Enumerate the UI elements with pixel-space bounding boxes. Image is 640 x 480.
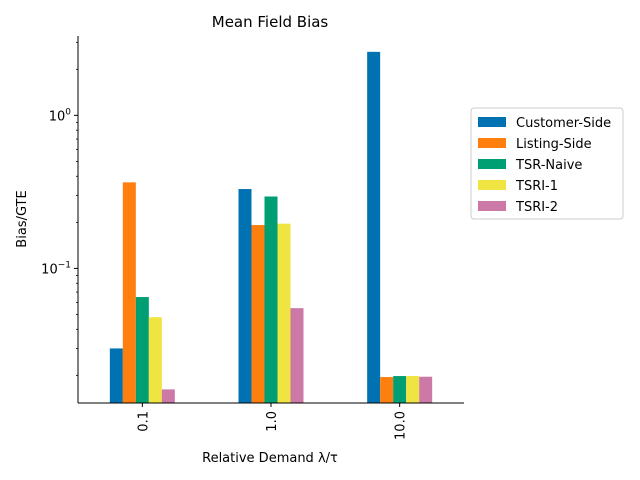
bar-tsri-1-10-0 [406,376,420,403]
bar-listing-side-1-0 [251,225,265,403]
chart-title: Mean Field Bias [212,13,329,31]
bar-customer-side-0-1 [109,348,123,403]
axes-group: 10−1 100 0.1 1.0 10.0 [41,36,464,440]
bar-tsri-1-0-1 [148,317,162,403]
bar-tsr-naive-10-0 [393,376,407,403]
x-axis-title: Relative Demand λ/τ [202,451,338,466]
bar-listing-side-10-0 [380,377,394,403]
bar-customer-side-1-0 [238,189,252,403]
legend-box [470,107,624,220]
legend-swatch [478,117,506,127]
legend-label: TSRI-2 [515,200,558,215]
legend-swatch [478,159,506,169]
bar-listing-side-0-1 [122,182,136,403]
bar-tsr-naive-0-1 [135,297,149,403]
x-tick-label: 0.1 [136,411,151,432]
bar-tsri-2-10-0 [419,376,433,403]
legend-swatch [478,180,506,190]
bars-group [109,51,433,404]
legend-swatch [478,138,506,148]
y-axis-title: Bias/GTE [15,190,30,247]
bar-customer-side-10-0 [367,51,381,404]
legend-swatch [478,201,506,211]
bar-tsr-naive-1-0 [264,196,278,403]
y-tick-label: 10−1 [41,260,71,277]
y-tick-label: 100 [49,107,72,124]
x-tick-label: 1.0 [265,411,280,432]
bar-tsri-2-1-0 [290,308,304,403]
legend-label: Customer-Side [516,116,611,131]
legend-label: Listing-Side [516,137,592,152]
bar-tsri-1-1-0 [277,223,291,403]
legend-label: TSRI-1 [515,179,558,194]
legend: Customer-Side Listing-Side TSR-Naive TSRI-1… [470,107,624,220]
x-tick-label: 10.0 [394,411,409,440]
bar-tsri-2-0-1 [161,389,175,403]
legend-label: TSR-Naive [515,158,582,173]
